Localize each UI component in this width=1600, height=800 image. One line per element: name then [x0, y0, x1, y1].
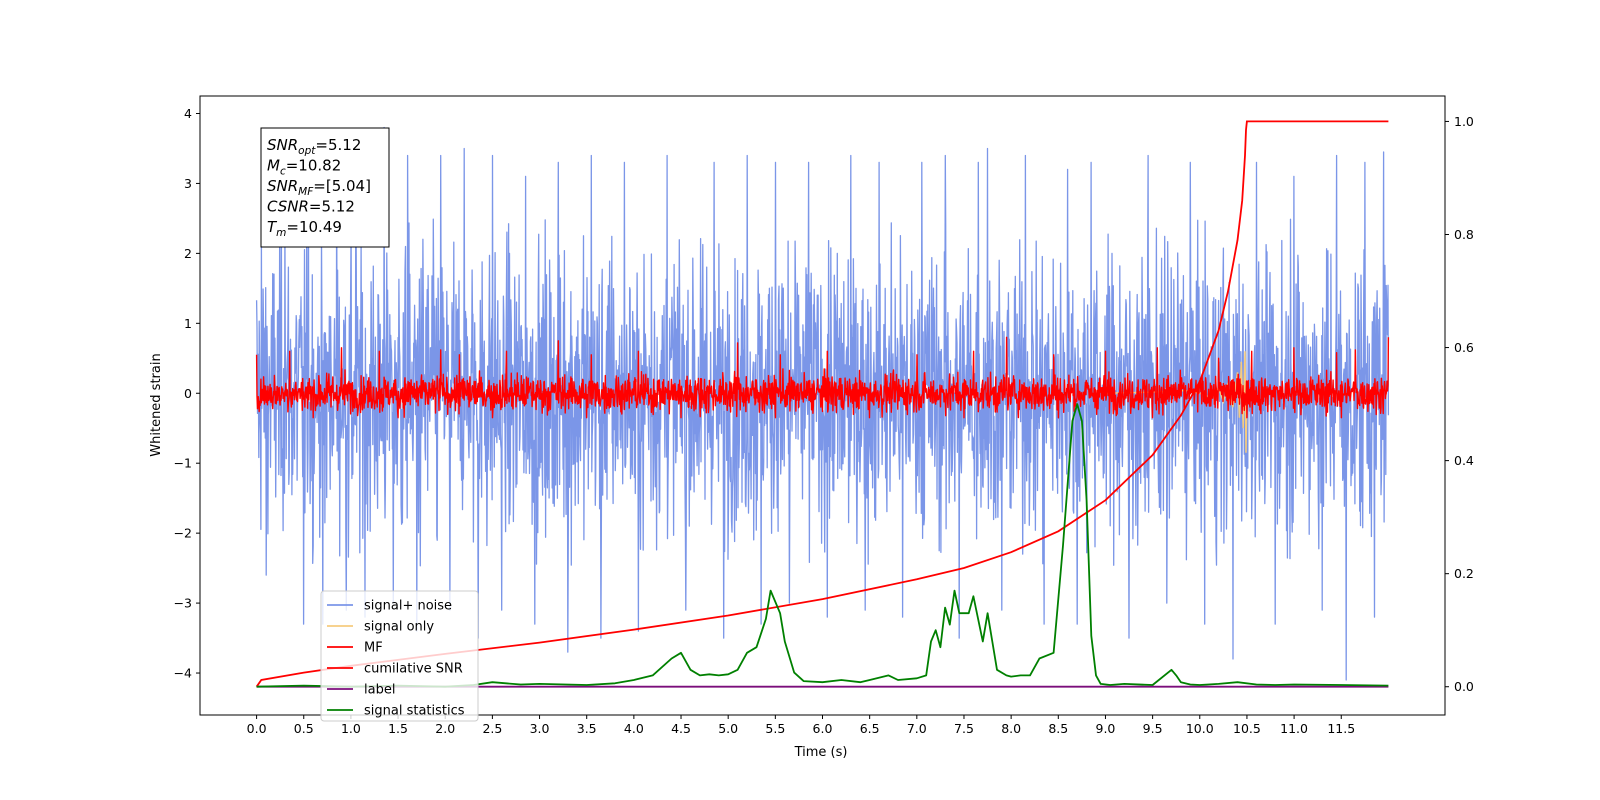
x-tick-label: 7.0: [907, 721, 927, 736]
series-mf: [255, 336, 1390, 419]
y2-tick-label: 1.0: [1454, 114, 1474, 129]
x-axis-title: Time (s): [794, 745, 848, 760]
legend: signal+ noise signal only MF cumilative SNR…: [320, 590, 479, 722]
x-tick-label: 5.0: [718, 721, 738, 736]
y2-tick-label: 0.2: [1454, 566, 1474, 581]
y-tick-label: 2: [184, 246, 192, 261]
info-box: SNRopt=5.12Mc=10.82SNRMF=[5.04]CSNR=5.12…: [260, 127, 390, 248]
legend-label: signal statistics: [364, 704, 465, 719]
y2-tick-label: 0.8: [1454, 227, 1474, 242]
y-tick-label: 4: [184, 106, 192, 121]
legend-label: MF: [364, 641, 383, 656]
x-tick-label: 4.0: [624, 721, 644, 736]
legend-label: signal only: [364, 620, 434, 635]
x-tick-label: 10.5: [1233, 721, 1261, 736]
x-tick-label: 8.0: [1001, 721, 1021, 736]
x-tick-label: 1.5: [388, 721, 408, 736]
x-tick-label: 3.0: [530, 721, 550, 736]
x-tick-label: 7.5: [954, 721, 974, 736]
x-tick-label: 3.5: [577, 721, 597, 736]
x-tick-label: 11.5: [1327, 721, 1355, 736]
y2-tick-label: 0.6: [1454, 340, 1474, 355]
x-tick-label: 11.0: [1280, 721, 1308, 736]
legend-label: label: [364, 683, 395, 698]
info-line: CSNR=5.12: [267, 198, 355, 216]
x-tick-label: 9.5: [1143, 721, 1163, 736]
y-tick-label: −3: [174, 596, 192, 611]
y-tick-label: −4: [174, 666, 192, 681]
x-tick-label: 0.5: [294, 721, 314, 736]
x-tick-label: 0.0: [247, 721, 267, 736]
x-tick-label: 9.0: [1096, 721, 1116, 736]
y2-tick-label: 0.4: [1454, 453, 1474, 468]
x-axis: 0.0 0.5 1.0 1.5 2.0 2.5 3.0 3.5 4.0 4.5 5.0 5.5 6.0 6…: [247, 715, 1355, 736]
legend-label: cumilative SNR: [364, 662, 463, 677]
x-tick-label: 1.0: [341, 721, 361, 736]
x-tick-label: 8.5: [1048, 721, 1068, 736]
y-axis-right: 1.0 0.8 0.6 0.4 0.2 0.0: [1445, 114, 1474, 694]
x-tick-label: 5.5: [765, 721, 785, 736]
info-line: SNRMF=[5.04]: [267, 177, 371, 198]
legend-label: signal+ noise: [364, 599, 452, 614]
info-box-frame: [260, 127, 390, 248]
y-axis-title: Whitened strain: [149, 353, 164, 456]
y-tick-label: 3: [184, 176, 192, 191]
y-tick-label: 1: [184, 316, 192, 331]
x-tick-label: 6.0: [813, 721, 833, 736]
info-line: Tm=10.49: [267, 218, 342, 239]
y-tick-label: −2: [174, 526, 192, 541]
series-signal-statistics: [256, 403, 1389, 688]
y-axis-left: 4 3 2 1 0 −1 −2 −3 −4: [174, 106, 200, 681]
x-tick-label: 2.5: [482, 721, 502, 736]
x-tick-label: 10.0: [1186, 721, 1214, 736]
y2-tick-label: 0.0: [1454, 679, 1474, 694]
x-tick-label: 6.5: [860, 721, 880, 736]
info-line: Mc=10.82: [267, 157, 341, 178]
info-line: SNRopt=5.12: [267, 136, 361, 157]
legend-frame: [320, 590, 479, 722]
y-tick-label: 0: [184, 386, 192, 401]
y-tick-label: −1: [174, 456, 192, 471]
x-tick-label: 4.5: [671, 721, 691, 736]
x-tick-label: 2.0: [435, 721, 455, 736]
